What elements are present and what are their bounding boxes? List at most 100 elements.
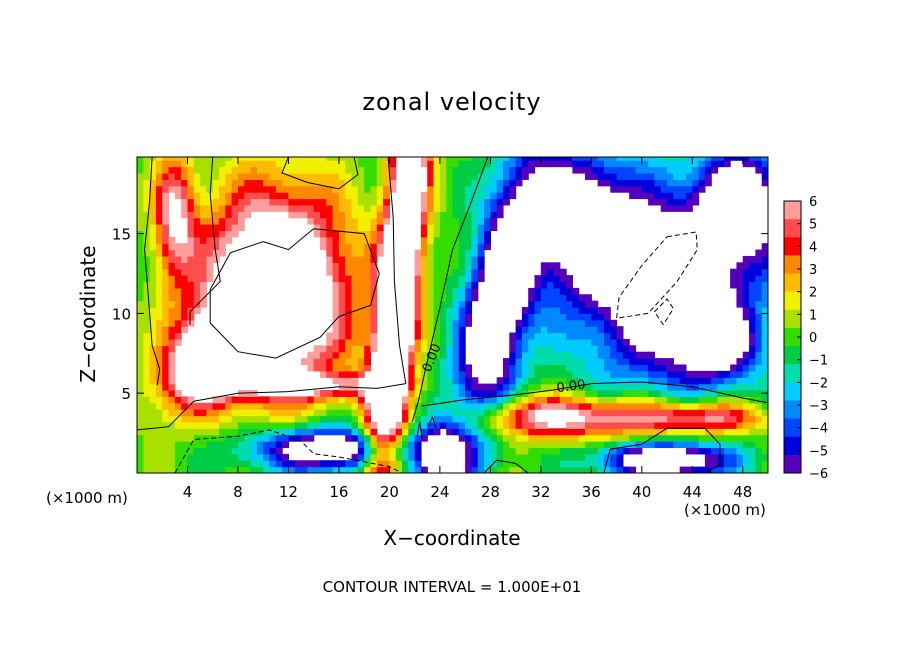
field-cell <box>313 192 321 200</box>
field-cell <box>414 364 422 372</box>
field-cell <box>427 319 435 327</box>
field-cell <box>711 441 719 449</box>
field-cell <box>465 224 473 232</box>
field-cell <box>616 160 624 168</box>
field-cell <box>345 390 353 397</box>
field-cell <box>143 319 151 327</box>
field-cell <box>364 192 372 200</box>
field-cell <box>357 204 365 212</box>
field-cell <box>578 409 586 417</box>
field-cell <box>420 313 428 321</box>
field-cell <box>275 415 283 423</box>
field-cell <box>622 338 630 346</box>
field-cell <box>263 160 271 168</box>
field-cell <box>452 370 460 378</box>
field-cell <box>616 172 624 180</box>
field-cell <box>338 172 346 180</box>
field-cell <box>433 409 441 417</box>
field-cell <box>174 192 182 200</box>
field-cell <box>761 179 768 187</box>
field-cell <box>319 415 327 423</box>
field-cell <box>572 332 580 340</box>
field-cell <box>181 249 189 257</box>
field-cell <box>622 157 630 161</box>
field-cell <box>181 460 189 468</box>
field-cell <box>692 157 700 161</box>
field-cell <box>477 421 485 429</box>
field-cell <box>629 428 637 436</box>
colorbar-swatch <box>784 291 801 311</box>
field-cell <box>736 453 744 461</box>
field-cell <box>452 294 460 302</box>
field-cell <box>585 364 592 372</box>
field-cell <box>231 160 239 168</box>
field-cell <box>225 402 233 410</box>
field-cell <box>187 287 195 295</box>
field-cell <box>326 204 334 212</box>
field-cell <box>282 434 290 442</box>
field-cell <box>698 160 706 168</box>
field-cell <box>490 428 498 436</box>
field-cell <box>559 402 567 410</box>
field-cell <box>723 383 731 391</box>
field-cell <box>616 383 624 391</box>
colorbar-tick-label: −1 <box>809 354 828 369</box>
field-cell <box>635 192 643 200</box>
field-cell <box>149 211 157 219</box>
field-cell <box>332 338 340 346</box>
field-cell <box>566 421 573 429</box>
field-cell <box>698 185 706 193</box>
field-cell <box>427 166 435 174</box>
field-cell <box>471 204 479 212</box>
field-cell <box>515 390 523 397</box>
field-cell <box>540 313 548 321</box>
field-cell <box>610 377 618 385</box>
field-cell <box>660 198 668 206</box>
field-cell <box>414 307 422 314</box>
field-cell <box>307 396 315 404</box>
field-cell <box>616 428 624 436</box>
field-cell <box>351 243 359 251</box>
field-cell <box>667 370 674 378</box>
field-cell <box>736 300 744 308</box>
field-cell <box>294 192 302 200</box>
field-cell <box>566 287 573 295</box>
field-cell <box>231 179 239 187</box>
velocity-field <box>137 157 768 473</box>
field-cell <box>168 319 176 327</box>
field-cell <box>761 166 768 174</box>
field-cell <box>326 421 334 429</box>
field-cell <box>610 460 618 468</box>
field-cell <box>383 441 390 449</box>
field-cell <box>212 224 220 232</box>
field-cell <box>484 185 491 193</box>
field-cell <box>162 466 170 473</box>
field-cell <box>219 428 226 436</box>
field-cell <box>326 460 334 468</box>
field-cell <box>155 390 163 397</box>
field-cell <box>319 428 327 436</box>
field-cell <box>477 160 485 168</box>
field-cell <box>761 319 768 327</box>
field-cell <box>357 453 365 461</box>
field-cell <box>509 345 517 353</box>
field-cell <box>547 268 555 276</box>
field-cell <box>219 157 226 161</box>
field-cell <box>641 377 649 385</box>
field-cell <box>673 409 681 417</box>
field-cell <box>528 351 536 359</box>
field-cell <box>629 415 637 423</box>
field-cell <box>427 383 435 391</box>
field-cell <box>420 466 428 473</box>
field-cell <box>534 370 542 378</box>
field-cell <box>465 390 473 397</box>
field-cell <box>490 172 498 180</box>
field-cell <box>585 460 592 468</box>
field-cell <box>452 364 460 372</box>
field-cell <box>206 268 214 276</box>
field-cell <box>155 157 163 161</box>
field-cell <box>566 338 573 346</box>
field-cell <box>749 370 756 378</box>
